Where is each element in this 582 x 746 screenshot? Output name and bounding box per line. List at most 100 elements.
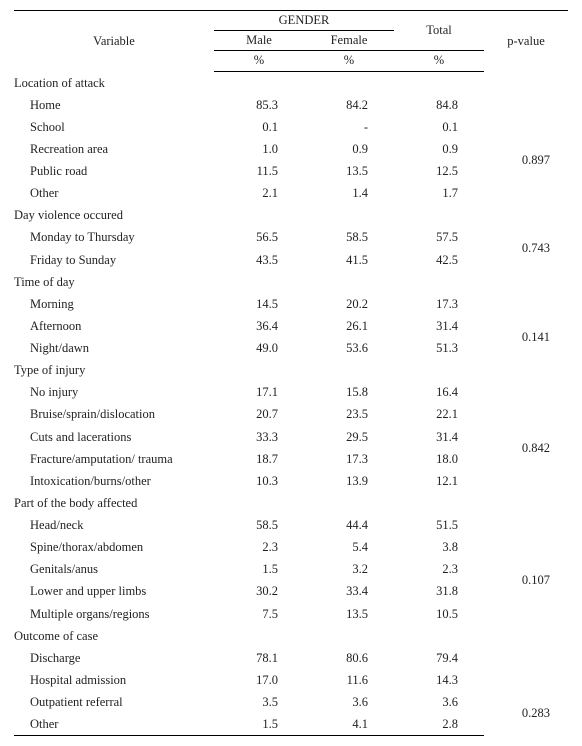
val-total: 57.5 bbox=[394, 226, 484, 248]
val-male: 1.0 bbox=[214, 138, 304, 160]
val-pvalue: 0.141 bbox=[484, 315, 568, 359]
row-label: Morning bbox=[14, 293, 214, 315]
val-female: 15.8 bbox=[304, 381, 394, 403]
val-total: 51.5 bbox=[394, 514, 484, 536]
col-variable: Variable bbox=[14, 11, 214, 72]
val-total: 31.4 bbox=[394, 315, 484, 337]
val-male: 10.3 bbox=[214, 470, 304, 492]
val-male: 0.1 bbox=[214, 116, 304, 138]
section-title: Day violence occured bbox=[14, 204, 214, 226]
row-label: Other bbox=[14, 713, 214, 736]
row-label: Public road bbox=[14, 160, 214, 182]
pct-male: % bbox=[214, 51, 304, 72]
row-label: Friday to Sunday bbox=[14, 249, 214, 271]
col-total: Total bbox=[394, 11, 484, 51]
val-female: 3.2 bbox=[304, 558, 394, 580]
val-male: 14.5 bbox=[214, 293, 304, 315]
val-total: 2.8 bbox=[394, 713, 484, 736]
val-female: 23.5 bbox=[304, 403, 394, 425]
val-male: 36.4 bbox=[214, 315, 304, 337]
section-title: Outcome of case bbox=[14, 625, 214, 647]
row-label: Outpatient referral bbox=[14, 691, 214, 713]
val-male: 3.5 bbox=[214, 691, 304, 713]
val-total: 51.3 bbox=[394, 337, 484, 359]
section-title: Part of the body affected bbox=[14, 492, 214, 514]
val-total: 14.3 bbox=[394, 669, 484, 691]
val-total: 42.5 bbox=[394, 249, 484, 271]
row-label: Other bbox=[14, 182, 214, 204]
val-total: 31.4 bbox=[394, 426, 484, 448]
val-total: 79.4 bbox=[394, 647, 484, 669]
val-female: 1.4 bbox=[304, 182, 394, 204]
val-male: 85.3 bbox=[214, 94, 304, 116]
val-female: 41.5 bbox=[304, 249, 394, 271]
val-male: 58.5 bbox=[214, 514, 304, 536]
row-label: Hospital admission bbox=[14, 669, 214, 691]
section-title: Location of attack bbox=[14, 72, 214, 94]
val-female: 5.4 bbox=[304, 536, 394, 558]
val-pvalue: 0.283 bbox=[484, 691, 568, 736]
row-label: Bruise/sprain/dislocation bbox=[14, 403, 214, 425]
row-label: Discharge bbox=[14, 647, 214, 669]
col-female: Female bbox=[304, 31, 394, 51]
val-total: 84.8 bbox=[394, 94, 484, 116]
col-gender: GENDER bbox=[214, 11, 394, 31]
row-label: School bbox=[14, 116, 214, 138]
val-total: 12.5 bbox=[394, 160, 484, 182]
val-total: 16.4 bbox=[394, 381, 484, 403]
row-label: Cuts and lacerations bbox=[14, 426, 214, 448]
row-label: Multiple organs/regions bbox=[14, 603, 214, 625]
val-female: 11.6 bbox=[304, 669, 394, 691]
val-total: 1.7 bbox=[394, 182, 484, 204]
row-label: Genitals/anus bbox=[14, 558, 214, 580]
val-female: 29.5 bbox=[304, 426, 394, 448]
val-total: 10.5 bbox=[394, 603, 484, 625]
val-female: 53.6 bbox=[304, 337, 394, 359]
val-total: 22.1 bbox=[394, 403, 484, 425]
val-male: 7.5 bbox=[214, 603, 304, 625]
val-male: 78.1 bbox=[214, 647, 304, 669]
val-male: 30.2 bbox=[214, 580, 304, 602]
val-female: 13.5 bbox=[304, 160, 394, 182]
val-total: 31.8 bbox=[394, 580, 484, 602]
val-male: 17.1 bbox=[214, 381, 304, 403]
val-female: 20.2 bbox=[304, 293, 394, 315]
pct-female: % bbox=[304, 51, 394, 72]
val-male: 43.5 bbox=[214, 249, 304, 271]
val-pvalue: 0.897 bbox=[484, 138, 568, 182]
row-label: Monday to Thursday bbox=[14, 226, 214, 248]
val-male: 56.5 bbox=[214, 226, 304, 248]
val-female: 13.5 bbox=[304, 603, 394, 625]
val-male: 18.7 bbox=[214, 448, 304, 470]
val-male: 1.5 bbox=[214, 713, 304, 736]
val-female: 4.1 bbox=[304, 713, 394, 736]
val-male: 2.1 bbox=[214, 182, 304, 204]
stats-table: Variable GENDER Total p-value Male Femal… bbox=[14, 10, 568, 736]
val-pvalue: 0.107 bbox=[484, 558, 568, 602]
val-female: 17.3 bbox=[304, 448, 394, 470]
row-label: Afternoon bbox=[14, 315, 214, 337]
val-female: 26.1 bbox=[304, 315, 394, 337]
val-female: - bbox=[304, 116, 394, 138]
col-male: Male bbox=[214, 31, 304, 51]
val-female: 44.4 bbox=[304, 514, 394, 536]
val-female: 80.6 bbox=[304, 647, 394, 669]
val-total: 17.3 bbox=[394, 293, 484, 315]
col-pvalue: p-value bbox=[484, 11, 568, 72]
val-female: 3.6 bbox=[304, 691, 394, 713]
val-female: 33.4 bbox=[304, 580, 394, 602]
val-male: 1.5 bbox=[214, 558, 304, 580]
row-label: Recreation area bbox=[14, 138, 214, 160]
val-total: 0.9 bbox=[394, 138, 484, 160]
section-title: Time of day bbox=[14, 271, 214, 293]
row-label: Head/neck bbox=[14, 514, 214, 536]
val-female: 0.9 bbox=[304, 138, 394, 160]
val-male: 17.0 bbox=[214, 669, 304, 691]
val-total: 0.1 bbox=[394, 116, 484, 138]
val-male: 20.7 bbox=[214, 403, 304, 425]
val-total: 12.1 bbox=[394, 470, 484, 492]
val-total: 3.8 bbox=[394, 536, 484, 558]
section-title: Type of injury bbox=[14, 359, 214, 381]
row-label: Night/dawn bbox=[14, 337, 214, 359]
val-male: 49.0 bbox=[214, 337, 304, 359]
